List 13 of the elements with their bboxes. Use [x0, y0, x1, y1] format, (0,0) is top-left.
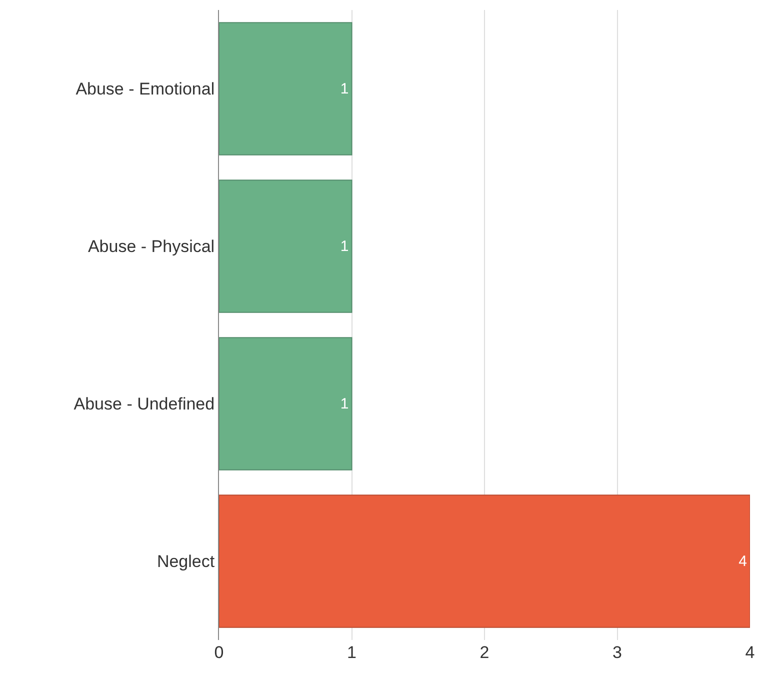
x-tick-label: 3: [612, 643, 622, 662]
y-tick-label: Abuse - Emotional: [76, 80, 215, 99]
x-tick-label: 4: [745, 643, 755, 662]
y-tick-label: Abuse - Undefined: [74, 394, 215, 414]
x-tick-label: 1: [347, 643, 356, 662]
y-tick-label: Abuse - Physical: [88, 237, 215, 256]
y-tick-label: Neglect: [156, 552, 215, 572]
data-label: 1: [340, 238, 349, 255]
data-label: 4: [738, 552, 747, 570]
x-tick-label: 0: [214, 643, 224, 662]
data-label: 1: [340, 395, 349, 412]
x-tick-label: 2: [480, 643, 490, 662]
data-label: 1: [340, 80, 349, 98]
